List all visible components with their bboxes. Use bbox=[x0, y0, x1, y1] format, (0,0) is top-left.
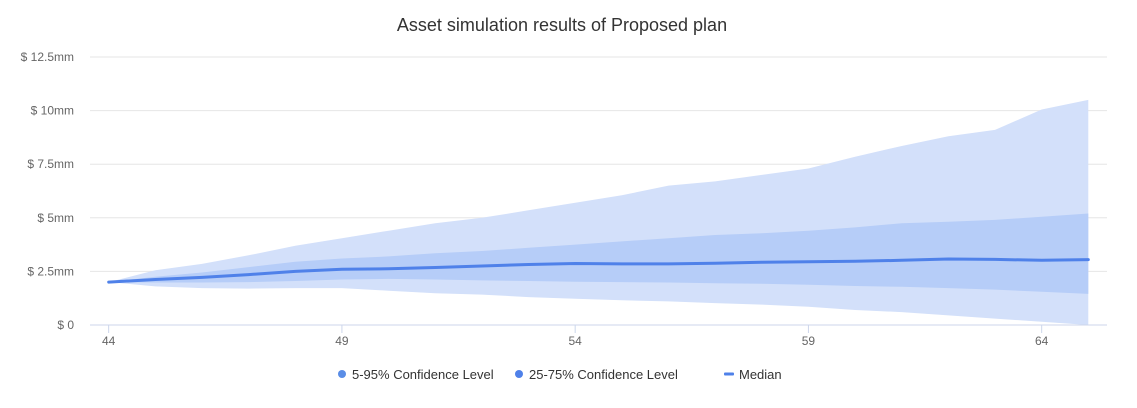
y-tick-label: $ 12.5mm bbox=[21, 50, 74, 64]
y-tick-label: $ 0 bbox=[57, 318, 74, 332]
legend-line-icon bbox=[724, 372, 734, 376]
band-layer bbox=[108, 99, 1089, 326]
axis-layer: $ 0 $ 2.5mm $ 5mm $ 7.5mm $ 10mm $ 12.5mm 44 49… bbox=[21, 50, 1107, 348]
legend-dot-icon bbox=[515, 370, 523, 378]
legend-label: 25-75% Confidence Level bbox=[529, 367, 678, 382]
band-25-75[interactable] bbox=[108, 213, 1089, 294]
y-tick-label: $ 2.5mm bbox=[27, 264, 74, 278]
x-tick-label: 49 bbox=[335, 334, 349, 348]
line-layer bbox=[107, 257, 1090, 284]
x-tick-label: 54 bbox=[568, 334, 582, 348]
legend-item[interactable]: 5-95% Confidence Level bbox=[338, 367, 494, 382]
band-5-95[interactable] bbox=[108, 99, 1089, 326]
x-tick-label: 44 bbox=[102, 334, 116, 348]
legend-label: 5-95% Confidence Level bbox=[352, 367, 494, 382]
y-tick-label: $ 10mm bbox=[31, 104, 74, 118]
legend-label: Median bbox=[739, 367, 782, 382]
chart-title: Asset simulation results of Proposed pla… bbox=[397, 15, 727, 35]
legend-item[interactable]: Median bbox=[724, 367, 782, 382]
y-tick-label: $ 7.5mm bbox=[27, 157, 74, 171]
median-line[interactable] bbox=[107, 257, 1090, 284]
legend-item[interactable]: 25-75% Confidence Level bbox=[515, 367, 678, 382]
legend-dot-icon bbox=[338, 370, 346, 378]
y-tick-label: $ 5mm bbox=[37, 211, 74, 225]
x-tick-label: 64 bbox=[1035, 334, 1049, 348]
legend: 5-95% Confidence Level 25-75% Confidence … bbox=[338, 367, 782, 382]
x-tick-label: 59 bbox=[802, 334, 816, 348]
